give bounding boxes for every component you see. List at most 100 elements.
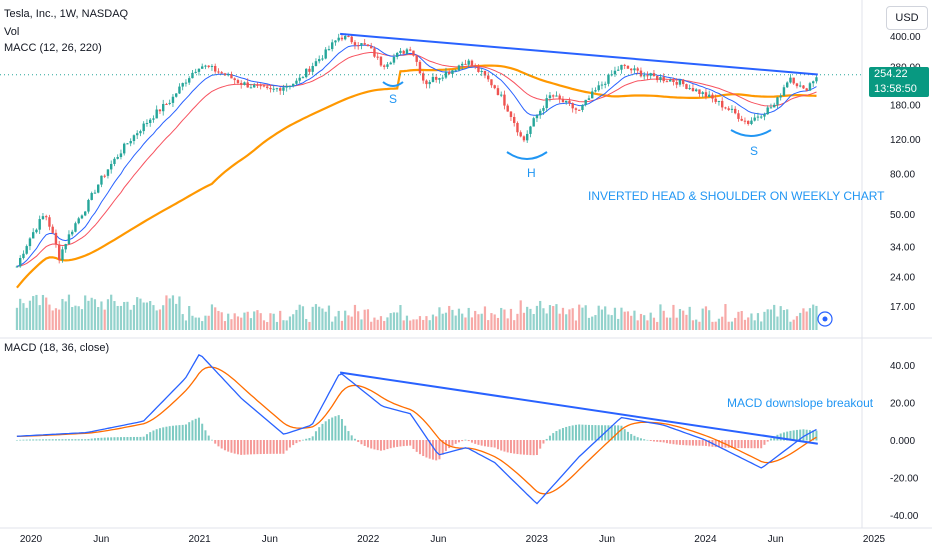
volume-bar xyxy=(402,320,405,330)
macd-hist-bar xyxy=(113,437,116,441)
macd-tick-label: 20.00 xyxy=(890,399,915,410)
candle-body xyxy=(409,49,412,51)
macd-tick-label: -20.00 xyxy=(890,474,919,485)
candle-body xyxy=(578,109,581,111)
head-arc xyxy=(506,151,548,160)
volume-bar xyxy=(28,300,32,330)
macd-hist-bar xyxy=(282,440,285,454)
candle-body xyxy=(561,98,565,103)
macd-hist-bar xyxy=(119,437,122,441)
macd-hist-bar xyxy=(275,440,278,454)
candle-body xyxy=(214,65,217,72)
candle-body xyxy=(80,215,84,219)
candle-body xyxy=(19,258,22,267)
volume-bar xyxy=(288,316,292,330)
macd-hist-bar xyxy=(246,440,249,455)
candle-body xyxy=(701,92,704,94)
volume-bar xyxy=(639,313,643,330)
time-tick-label: Jun xyxy=(430,534,446,545)
volume-bar xyxy=(714,321,717,330)
macd-hist-bar xyxy=(269,440,272,454)
candle-body xyxy=(191,72,194,79)
volume-bar xyxy=(763,311,766,330)
candle-body xyxy=(100,175,103,185)
macd-line xyxy=(16,354,817,505)
macd-hist-bar xyxy=(685,440,688,446)
macd-hist-bar xyxy=(217,440,220,447)
macd-hist-bar xyxy=(45,439,48,441)
volume-bar xyxy=(162,305,165,330)
candle-body xyxy=(123,143,126,154)
volume-bar xyxy=(461,313,464,330)
macd-hist-bar xyxy=(532,440,535,456)
volume-bar xyxy=(454,315,457,330)
ema-12-line xyxy=(16,44,817,267)
candle-body xyxy=(210,65,214,67)
macd-hist-bar xyxy=(93,438,96,441)
candle-body xyxy=(38,219,41,230)
price-tick-label: 34.00 xyxy=(890,243,915,254)
macd-hist-bar xyxy=(451,440,454,446)
volume-bar xyxy=(292,314,295,330)
candle-body xyxy=(490,79,493,86)
volume-bar xyxy=(318,306,321,330)
candle-body xyxy=(594,90,597,92)
macd-hist-bar xyxy=(695,440,698,446)
macd-hist-bar xyxy=(552,433,555,441)
candle-body xyxy=(542,108,545,111)
volume-bar xyxy=(665,317,669,330)
candle-body xyxy=(610,74,613,76)
volume-bar xyxy=(558,313,561,330)
macd-hist-bar xyxy=(740,440,743,449)
candle-body xyxy=(812,81,815,84)
candle-body xyxy=(142,123,145,132)
volume-bar xyxy=(334,316,337,330)
macd-hist-bar xyxy=(373,440,376,450)
volume-bar xyxy=(747,317,750,330)
macd-hist-bar xyxy=(688,440,691,446)
volume-bar xyxy=(795,316,799,330)
volume-bar xyxy=(93,299,97,330)
candle-body xyxy=(503,94,506,106)
volume-bar xyxy=(526,306,529,330)
macd-hist-bar xyxy=(314,431,317,441)
macd-hist-bar xyxy=(812,430,815,441)
macd-hist-bar xyxy=(474,440,477,444)
volume-bar xyxy=(548,305,552,330)
currency-button[interactable]: USD xyxy=(886,6,928,30)
macd-hist-bar xyxy=(106,437,109,441)
volume-bar xyxy=(490,313,493,330)
volume-bar xyxy=(630,315,633,330)
volume-bar xyxy=(691,320,695,330)
macd-hist-bar xyxy=(227,440,230,452)
candle-body xyxy=(259,85,262,87)
candle-body xyxy=(630,68,633,71)
candle-body xyxy=(714,98,717,102)
volume-bar xyxy=(636,320,639,330)
macd-hist-bar xyxy=(516,440,519,455)
macd-hist-bar xyxy=(162,427,165,441)
candle-body xyxy=(233,78,236,81)
candle-body xyxy=(35,229,38,233)
volume-bar xyxy=(178,296,181,330)
macd-hist-bar xyxy=(25,439,28,441)
macd-hist-bar xyxy=(802,429,805,441)
volume-bar xyxy=(646,320,649,330)
candle-body xyxy=(262,85,266,87)
volume-bar xyxy=(633,310,636,330)
volume-bar xyxy=(275,321,279,330)
macd-hist-bar xyxy=(22,439,25,441)
macd-hist-bar xyxy=(630,434,633,441)
candle-body xyxy=(347,35,350,37)
volume-bar xyxy=(604,306,607,330)
volume-bar xyxy=(695,319,698,330)
macd-hist-bar xyxy=(240,440,243,455)
candle-body xyxy=(639,70,643,77)
volume-bar xyxy=(581,307,584,330)
volume-bar xyxy=(197,317,201,330)
volume-bar xyxy=(84,295,87,330)
macd-hist-bar xyxy=(428,440,431,459)
macd-hist-bar xyxy=(503,440,506,452)
volume-bar xyxy=(522,312,526,330)
macd-hist-bar xyxy=(691,440,694,446)
